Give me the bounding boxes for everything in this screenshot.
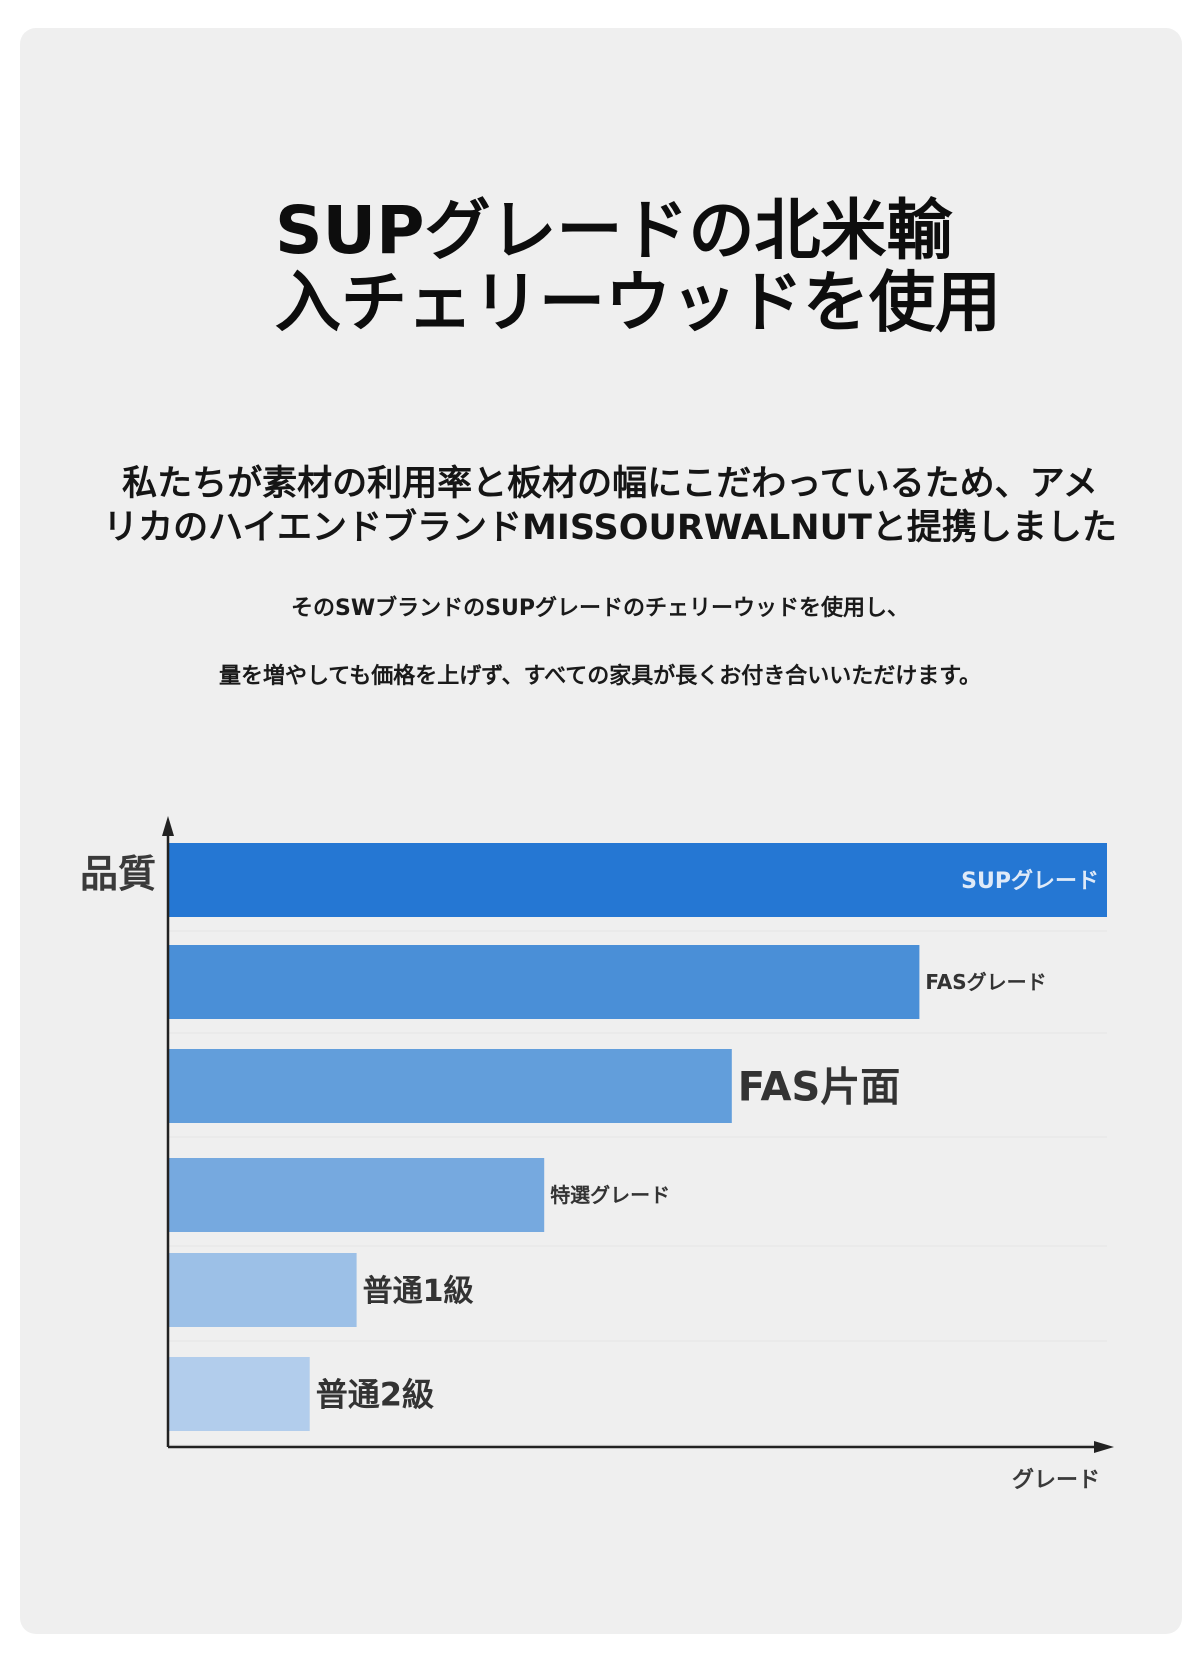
bar-label-3: FAS片面 (738, 1064, 901, 1110)
bar-label-1: SUPグレード (961, 868, 1099, 894)
x-axis-arrow (1094, 1441, 1114, 1453)
subtext-line-1: そのSWブランドのSUPグレードのチェリーウッドを使用し、 (291, 596, 909, 621)
subtext-line-2: 量を増やしても価格を上げず、すべての家具が長くお付き合いいただけます。 (218, 664, 982, 689)
bar-5 (169, 1253, 357, 1327)
y-axis-arrow (162, 816, 174, 836)
lead-text: 私たちが素材の利用率と板材の幅にこだわっているため、アメ リカのハイエンドブラン… (103, 464, 1117, 548)
bar-label-2: FASグレード (925, 970, 1046, 994)
y-axis-label: 品質 (80, 852, 156, 896)
bar-3 (169, 1049, 732, 1123)
bar-2 (169, 945, 920, 1019)
bar-1 (169, 843, 1107, 917)
page-title: SUPグレードの北米輸 入チェリーウッドを使用 (275, 192, 1001, 341)
bar-6 (169, 1357, 310, 1431)
x-axis-label: グレード (1012, 1467, 1100, 1493)
bar-label-5: 普通1級 (363, 1274, 474, 1309)
axes-group: 品質 グレード (80, 816, 1114, 1493)
bar-label-6: 普通2級 (316, 1376, 434, 1414)
bar-label-4: 特選グレード (550, 1183, 670, 1207)
bar-4 (169, 1158, 545, 1232)
